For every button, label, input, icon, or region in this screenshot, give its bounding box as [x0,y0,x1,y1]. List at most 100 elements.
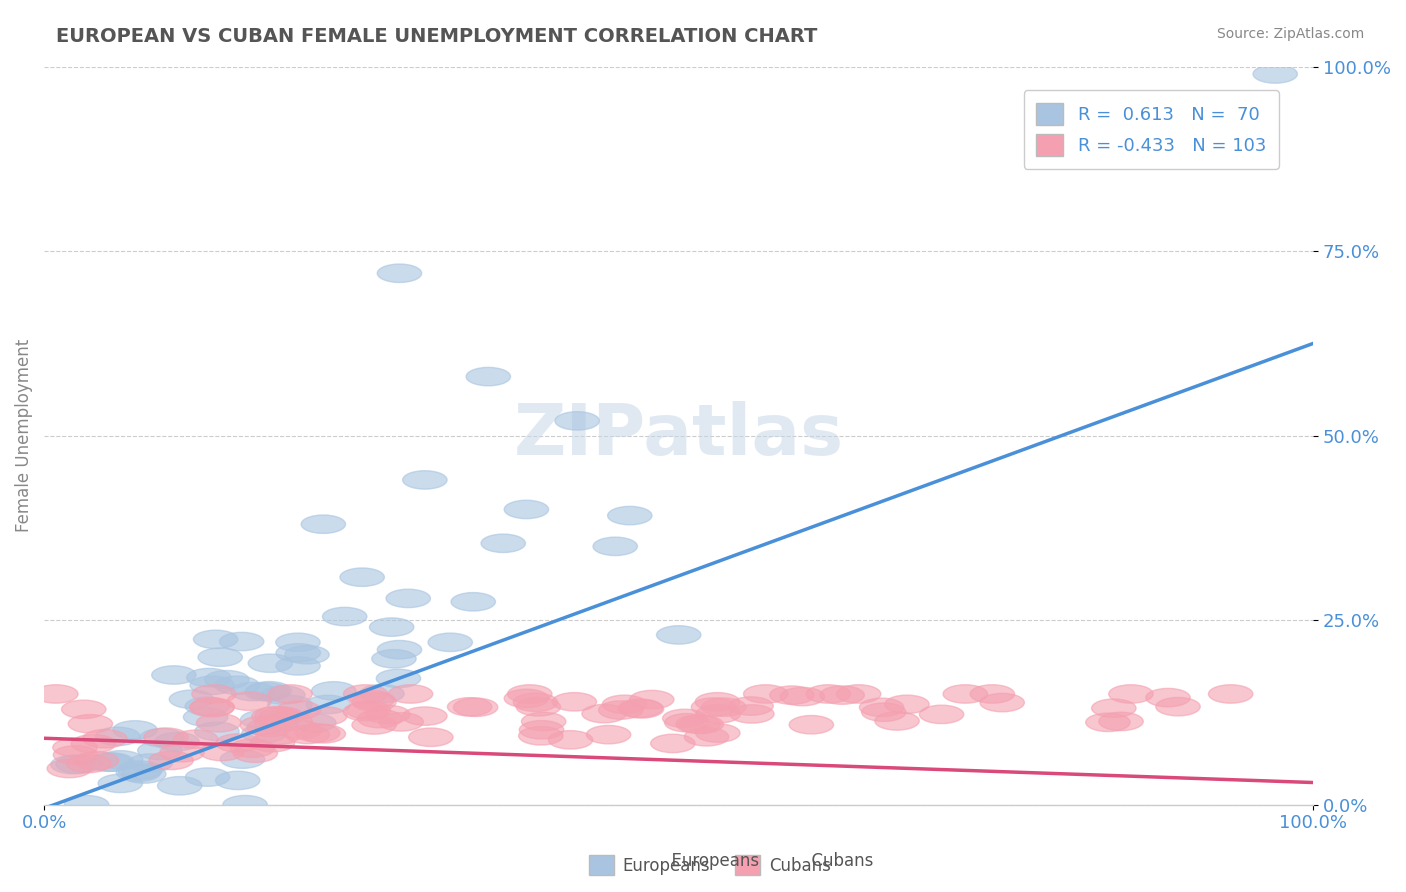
Ellipse shape [190,698,235,716]
Ellipse shape [980,693,1025,712]
Ellipse shape [388,685,433,703]
Ellipse shape [1146,689,1191,706]
Ellipse shape [357,709,402,728]
Ellipse shape [360,684,404,703]
Y-axis label: Female Unemployment: Female Unemployment [15,339,32,533]
Ellipse shape [247,681,291,700]
Text: ZIPatlas: ZIPatlas [513,401,844,470]
Ellipse shape [245,682,290,701]
Ellipse shape [346,701,391,719]
Ellipse shape [920,706,963,723]
Ellipse shape [402,471,447,489]
Ellipse shape [599,701,643,719]
Text: Europeans: Europeans [661,852,759,870]
Ellipse shape [260,686,305,704]
Ellipse shape [247,718,291,737]
Ellipse shape [215,734,260,752]
Ellipse shape [371,649,416,668]
Ellipse shape [269,685,312,703]
Ellipse shape [143,728,188,747]
Ellipse shape [692,698,735,716]
Ellipse shape [780,688,824,706]
Ellipse shape [96,727,141,746]
Ellipse shape [508,685,553,703]
Ellipse shape [377,264,422,283]
Ellipse shape [194,723,239,740]
Ellipse shape [1109,685,1153,703]
Ellipse shape [695,692,740,711]
Ellipse shape [387,590,430,607]
Ellipse shape [505,690,548,707]
Ellipse shape [602,695,647,714]
Ellipse shape [1091,699,1136,717]
Ellipse shape [685,728,728,746]
Ellipse shape [696,723,740,742]
Ellipse shape [250,733,295,752]
Ellipse shape [242,724,285,743]
Ellipse shape [548,731,593,749]
Ellipse shape [276,644,321,662]
Ellipse shape [198,648,242,666]
Text: Source: ZipAtlas.com: Source: ZipAtlas.com [1216,27,1364,41]
Ellipse shape [98,774,142,793]
Ellipse shape [516,698,561,716]
Ellipse shape [377,640,422,659]
Ellipse shape [451,592,495,611]
Ellipse shape [247,654,292,673]
Ellipse shape [138,741,181,760]
Ellipse shape [343,702,388,721]
Ellipse shape [505,500,548,518]
Ellipse shape [301,724,346,743]
Ellipse shape [254,706,299,725]
Ellipse shape [744,685,787,703]
Ellipse shape [343,685,388,703]
Ellipse shape [619,699,664,718]
Ellipse shape [651,734,695,753]
Ellipse shape [194,630,238,648]
Ellipse shape [51,756,96,774]
Ellipse shape [224,796,267,814]
Ellipse shape [522,712,565,731]
Ellipse shape [875,712,920,731]
Ellipse shape [859,698,904,716]
Ellipse shape [128,754,173,772]
Ellipse shape [696,705,741,723]
Ellipse shape [352,715,396,734]
Ellipse shape [221,750,264,768]
Ellipse shape [582,705,626,723]
Ellipse shape [233,744,277,763]
Ellipse shape [447,698,492,716]
Ellipse shape [806,685,851,703]
Ellipse shape [427,633,472,651]
Ellipse shape [366,706,411,723]
Ellipse shape [121,764,166,783]
Ellipse shape [117,764,160,781]
Ellipse shape [186,697,229,715]
Ellipse shape [205,671,249,689]
Ellipse shape [820,686,865,705]
Ellipse shape [72,734,115,753]
Legend: R =  0.613   N =  70, R = -0.433   N = 103: R = 0.613 N = 70, R = -0.433 N = 103 [1024,90,1279,169]
Ellipse shape [322,607,367,626]
Ellipse shape [276,633,321,651]
Ellipse shape [276,657,321,675]
Ellipse shape [679,715,724,733]
Ellipse shape [34,685,79,703]
Ellipse shape [481,534,526,552]
Ellipse shape [1208,685,1253,703]
Ellipse shape [215,772,260,789]
Text: EUROPEAN VS CUBAN FEMALE UNEMPLOYMENT CORRELATION CHART: EUROPEAN VS CUBAN FEMALE UNEMPLOYMENT CO… [56,27,818,45]
Ellipse shape [837,685,880,703]
Ellipse shape [278,721,322,739]
Ellipse shape [53,746,97,764]
Ellipse shape [65,796,108,814]
Ellipse shape [302,706,347,725]
Ellipse shape [173,730,218,748]
Ellipse shape [350,690,394,709]
Ellipse shape [657,625,702,644]
Ellipse shape [46,759,91,778]
Ellipse shape [519,727,562,745]
Ellipse shape [240,710,285,729]
Ellipse shape [231,682,276,701]
Ellipse shape [215,676,260,695]
